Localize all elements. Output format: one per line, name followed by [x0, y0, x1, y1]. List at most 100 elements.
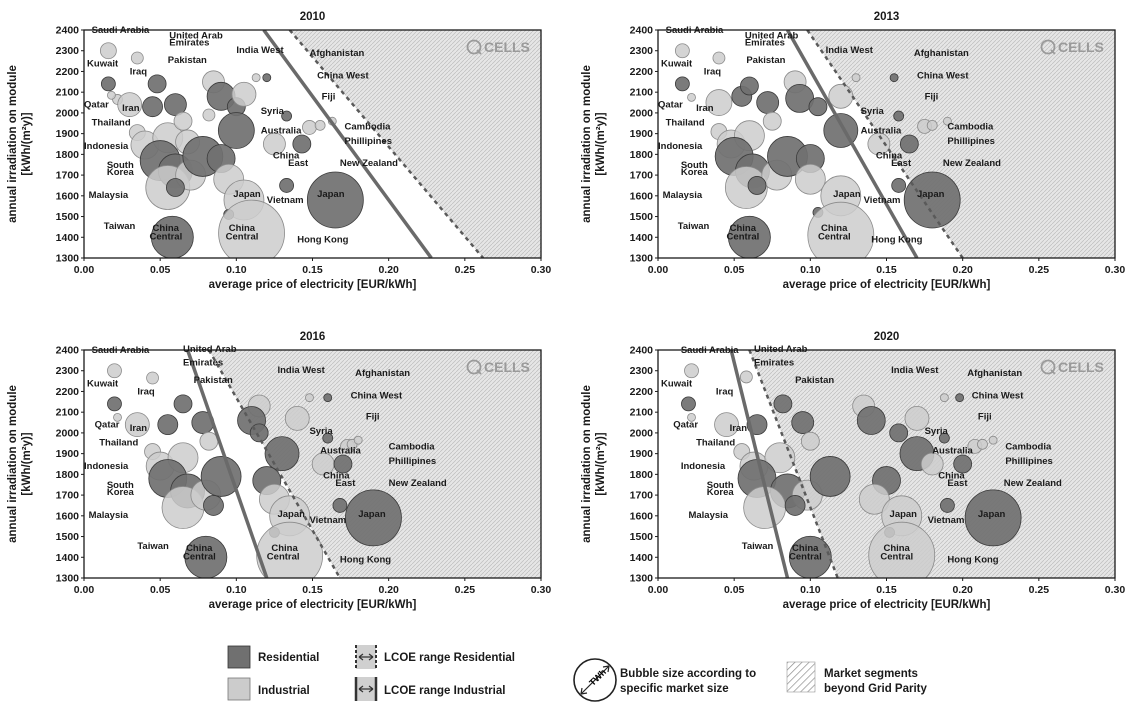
y-tick-label: 1900 — [630, 448, 654, 460]
y-tick-label: 1400 — [630, 552, 654, 564]
bubble-residential-20 — [889, 423, 909, 443]
y-tick-label: 1600 — [56, 510, 80, 522]
legend-lcoe-residential-swatch — [355, 645, 377, 669]
country-label: United Arab — [754, 344, 808, 355]
y-tick-label: 2100 — [56, 407, 80, 419]
country-label: Central — [727, 231, 760, 242]
bubble-residential-2 — [674, 76, 690, 92]
country-label: Thailand — [696, 437, 735, 448]
lcoe-residential-line — [288, 30, 485, 258]
country-label: Taiwan — [678, 221, 710, 232]
bubble-industrial-29 — [867, 132, 891, 156]
qcells-logo-text: CELLS — [484, 359, 530, 375]
x-tick-label: 0.30 — [1105, 264, 1126, 276]
country-label: Emirates — [745, 38, 785, 49]
bubble-industrial-38 — [868, 521, 936, 578]
bubble-residential-2 — [107, 396, 122, 412]
country-label: Indonesia — [658, 141, 703, 152]
y-tick-label: 1700 — [56, 490, 80, 502]
country-label: India West — [891, 365, 939, 376]
y-tick-label: 1700 — [56, 170, 80, 182]
y-tick-label: 2300 — [56, 45, 80, 57]
bubble-residential-35 — [345, 489, 402, 547]
country-label: Thailand — [666, 117, 705, 128]
y-tick-label: 2200 — [630, 386, 654, 398]
x-tick-label: 0.30 — [531, 584, 552, 596]
chart-panel-2010: CELLS 2010 0.00 0.05 0.10 0.15 0.20 0.25 0.30 130… — [7, 11, 551, 291]
y-tick-label: 2400 — [56, 345, 80, 357]
bubble-residential-37 — [728, 215, 771, 258]
x-tick-label: 0.25 — [1029, 264, 1050, 276]
panel-title: 2020 — [874, 331, 900, 343]
x-tick-label: 0.30 — [531, 264, 552, 276]
y-tick-label: 1900 — [56, 128, 80, 140]
x-tick-label: 0.05 — [724, 264, 745, 276]
grid-parity-region — [208, 350, 541, 578]
bubbles — [107, 363, 402, 578]
country-label: East — [947, 478, 968, 489]
bubble-industrial-0 — [99, 42, 117, 60]
bubble-industrial-21 — [904, 405, 930, 431]
qcells-logo: CELLS — [466, 39, 530, 55]
qcells-logo: CELLS — [1040, 39, 1104, 55]
chart-panel-2020: CELLS 2020 0.00 0.05 0.10 0.15 0.20 0.25 0.30 130… — [581, 331, 1125, 611]
bubble-residential-17 — [203, 495, 224, 516]
country-label: China — [876, 151, 903, 162]
x-tick-label: 0.10 — [800, 264, 821, 276]
bubble-residential-38 — [306, 171, 364, 229]
country-label: Vietnam — [309, 515, 346, 526]
legend-residential-label: Residential — [258, 652, 319, 664]
country-label: Central — [267, 551, 300, 562]
x-tick-label: 0.25 — [455, 584, 476, 596]
country-label: Japan — [978, 509, 1006, 520]
bubble-residential-2 — [681, 396, 696, 412]
country-label: East — [891, 158, 912, 169]
bubble-residential-24 — [893, 110, 905, 122]
bubble-industrial-3 — [687, 412, 696, 422]
bubble-residential-28 — [264, 436, 300, 472]
y-tick-label: 2400 — [630, 25, 654, 37]
bubble-residential-6 — [773, 394, 793, 414]
x-tick-label: 0.10 — [226, 584, 247, 596]
country-label: Kuwait — [87, 378, 119, 389]
bubble-industrial-4 — [714, 412, 739, 438]
bubble-industrial-1 — [712, 51, 726, 65]
country-label: Australia — [261, 126, 302, 137]
y-tick-label: 1500 — [56, 531, 80, 543]
country-label: Kuwait — [87, 58, 119, 69]
country-label: Indonesia — [84, 141, 129, 152]
country-label: Cambodia — [344, 121, 391, 132]
bubbles — [99, 42, 364, 258]
country-label: South — [707, 480, 734, 491]
country-label: Japan — [277, 509, 305, 520]
country-label: Japan — [358, 509, 386, 520]
country-label: Hong Kong — [871, 234, 922, 245]
bubble-industrial-27 — [353, 435, 363, 445]
country-label: Taiwan — [137, 541, 169, 552]
bubble-residential-23 — [323, 393, 333, 403]
bubble-residential-10 — [756, 91, 780, 114]
x-axis-label: average price of electricity [EUR/kWh] — [783, 599, 991, 611]
country-label: China — [792, 543, 819, 554]
legend-segments-label-2: beyond Grid Parity — [824, 683, 927, 695]
legend-industrial-label: Industrial — [258, 685, 310, 697]
country-label: Japan — [317, 189, 345, 200]
bubble-industrial-4 — [124, 412, 150, 438]
x-tick-label: 0.00 — [648, 264, 669, 276]
country-label: China — [273, 151, 300, 162]
bubble-residential-23 — [889, 73, 899, 83]
panel-title: 2010 — [300, 11, 326, 23]
y-tick-label: 1800 — [630, 149, 654, 161]
bubble-residential-6 — [147, 74, 167, 94]
country-label: Australia — [932, 446, 973, 457]
bubble-industrial-22 — [305, 393, 314, 403]
country-label: Saudi Arabia — [92, 25, 150, 36]
lcoe-industrial-line — [185, 350, 269, 578]
y-tick-label: 1700 — [630, 170, 654, 182]
bubble-industrial-11 — [762, 111, 782, 131]
country-label: Emirates — [169, 38, 209, 49]
country-label: China — [229, 223, 256, 234]
country-label: India West — [277, 365, 325, 376]
country-label: China — [730, 223, 757, 234]
bubble-industrial-11 — [800, 431, 820, 451]
